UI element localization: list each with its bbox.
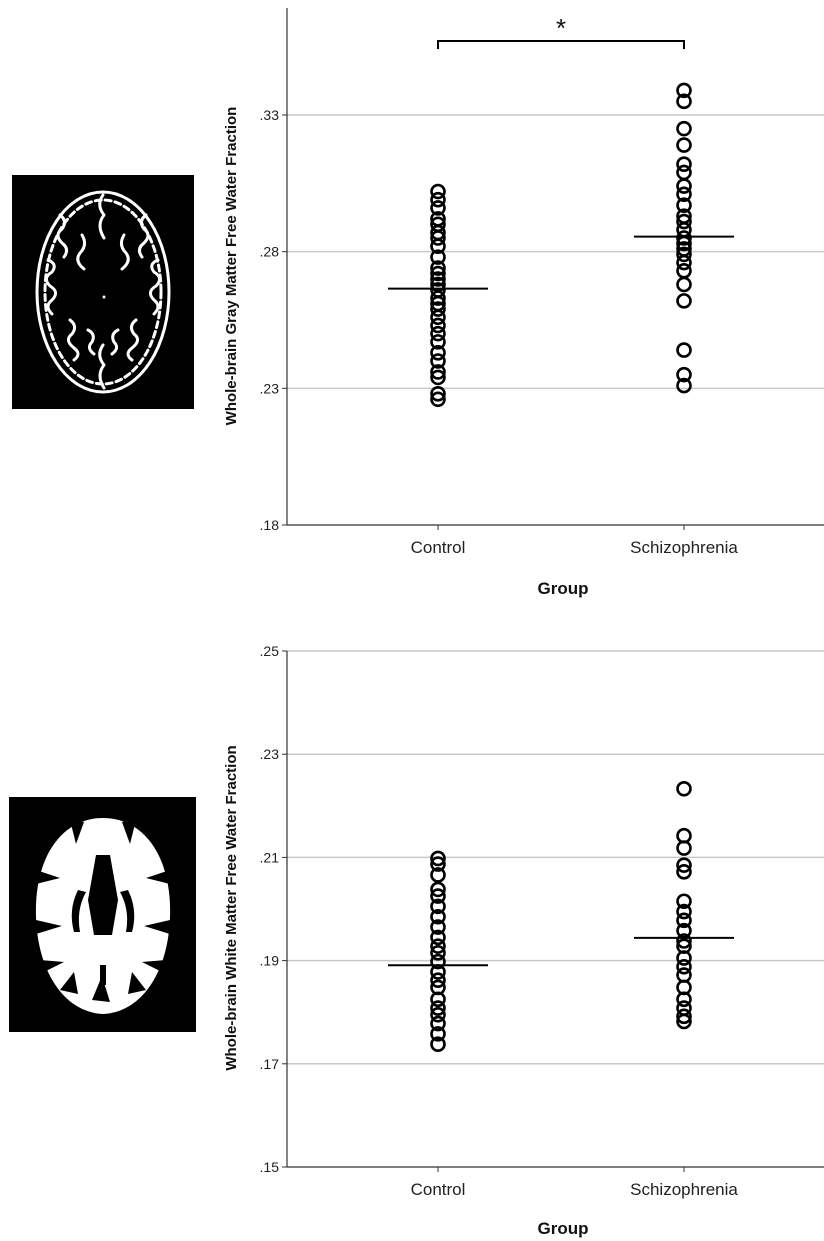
data-point (430, 364, 446, 380)
y-tick-label: .28 (260, 244, 280, 260)
gray-matter-chart: .18 .23 .28 .33 Control Schizophrenia Group Who… (223, 8, 824, 598)
data-point (676, 1013, 692, 1030)
y-tick-label: .23 (260, 380, 280, 396)
data-point (676, 93, 692, 110)
data-point (430, 301, 446, 317)
data-point (676, 366, 692, 383)
data-point (430, 945, 446, 961)
data-point (430, 1026, 446, 1042)
data-point (676, 293, 692, 309)
data-point (430, 271, 446, 287)
data-point (676, 276, 692, 293)
data-point (430, 972, 446, 989)
data-point (676, 903, 692, 920)
data-point (676, 780, 692, 797)
data-point (430, 1015, 446, 1032)
data-point (430, 888, 446, 904)
data-point (430, 353, 446, 369)
data-point (430, 953, 446, 970)
data-point (430, 867, 446, 883)
data-point (430, 344, 446, 361)
data-point (430, 1000, 446, 1016)
data-point (676, 197, 692, 213)
y-tick-label: .33 (260, 107, 280, 123)
x-category-label: Schizophrenia (630, 538, 738, 557)
data-point (676, 230, 692, 246)
y-tick-label: .23 (260, 746, 280, 762)
data-point (430, 230, 446, 246)
data-point (676, 342, 692, 358)
data-point (676, 246, 692, 263)
data-point (430, 856, 446, 872)
white-matter-chart: .15 .17 .19 .21 .23 .25 Control Schizophrenia Gr… (223, 643, 824, 1238)
data-point (676, 377, 692, 394)
data-point (430, 265, 446, 282)
x-category-label: Control (411, 538, 466, 557)
data-point (676, 991, 692, 1008)
data-point (430, 938, 446, 954)
data-point (676, 178, 692, 194)
data-point (430, 369, 446, 386)
data-point (676, 213, 692, 230)
data-point (676, 156, 692, 172)
data-point (676, 967, 692, 983)
data-point (430, 391, 446, 408)
data-point (430, 191, 446, 208)
data-point (676, 827, 692, 844)
data-point (430, 260, 446, 276)
white-matter-brain-mask-image (9, 797, 196, 1032)
data-point (430, 1036, 446, 1052)
data-point (430, 850, 446, 867)
data-point (430, 898, 446, 915)
data-point (430, 929, 446, 946)
y-axis-label: Whole-brain Gray Matter Free Water Fract… (223, 107, 240, 426)
data-point (430, 991, 446, 1008)
x-category-label: Schizophrenia (630, 1180, 738, 1199)
x-axis-label: Group (538, 579, 589, 598)
y-tick-label: .18 (260, 517, 280, 533)
data-point (430, 200, 446, 216)
data-point (430, 908, 446, 925)
data-point (430, 919, 446, 935)
data-point (676, 82, 692, 99)
x-axis-label: Group (538, 1219, 589, 1238)
significance-marker: * (556, 13, 566, 43)
data-point (430, 385, 446, 402)
data-point (676, 137, 692, 153)
data-point (676, 950, 692, 966)
data-point (430, 290, 446, 306)
data-point (676, 933, 692, 949)
data-point (430, 325, 446, 342)
x-category-label: Control (411, 1180, 466, 1199)
y-tick-label: .21 (260, 849, 280, 865)
y-axis-label: Whole-brain White Matter Free Water Frac… (223, 745, 240, 1070)
data-point (676, 120, 692, 137)
data-point (676, 186, 692, 203)
data-point (676, 912, 692, 929)
data-point (430, 183, 446, 200)
y-tick-label: .19 (260, 953, 280, 969)
data-point (676, 840, 692, 856)
y-tick-label: .25 (260, 643, 280, 659)
y-tick-label: .15 (260, 1159, 280, 1175)
significance-bracket (437, 40, 685, 49)
data-point (676, 864, 692, 880)
data-point (430, 1006, 446, 1023)
data-point (430, 317, 446, 334)
data-point (430, 249, 446, 265)
data-point (676, 262, 692, 279)
data-point (676, 164, 692, 181)
y-tick-label: .17 (260, 1056, 280, 1072)
data-point (676, 857, 692, 873)
data-point (676, 254, 692, 271)
data-point (430, 309, 446, 326)
data-point (430, 881, 446, 898)
data-point (676, 893, 692, 910)
data-point (430, 334, 446, 350)
data-point (430, 238, 446, 254)
data-point (676, 1008, 692, 1025)
gray-matter-brain-mask-image (12, 175, 194, 409)
data-point (676, 958, 692, 975)
